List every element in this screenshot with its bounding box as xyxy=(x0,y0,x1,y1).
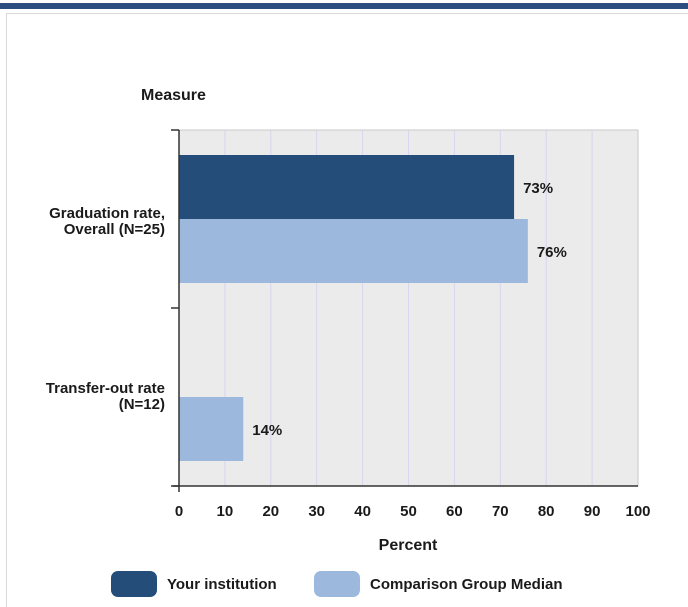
tick-label: 80 xyxy=(538,503,555,520)
data-label: 73% xyxy=(523,180,553,197)
tick-label: 90 xyxy=(584,503,601,520)
tick-labels: 0 10 20 30 40 50 60 70 80 90 100 xyxy=(175,503,651,520)
category-axis-title: Measure xyxy=(141,87,206,104)
tick-label: 70 xyxy=(492,503,509,520)
legend-swatch xyxy=(314,571,360,597)
legend-swatch xyxy=(111,571,157,597)
legend-label: Your institution xyxy=(167,576,277,593)
bar-your-institution xyxy=(179,155,515,219)
tick-label: 20 xyxy=(262,503,279,520)
category-label: Overall (N=25) xyxy=(64,221,165,238)
bar-comparison-median xyxy=(179,397,244,461)
data-label: 14% xyxy=(252,422,282,439)
legend-label: Comparison Group Median xyxy=(370,576,563,593)
value-axis-title: Percent xyxy=(379,537,438,554)
tick-label: 0 xyxy=(175,503,183,520)
legend: Your institution Comparison Group Median xyxy=(111,571,563,597)
chart-frame xyxy=(6,13,688,607)
bar-comparison-median xyxy=(179,219,528,283)
tick-label: 40 xyxy=(354,503,371,520)
top-accent-bar xyxy=(0,3,688,9)
bars: 73% 76% 14% xyxy=(179,155,567,461)
axes xyxy=(171,129,638,492)
tick-label: 60 xyxy=(446,503,463,520)
category-labels: Graduation rate,Overall (N=25) Transfer-o… xyxy=(46,205,165,413)
data-label: 76% xyxy=(537,244,567,261)
tick-label: 10 xyxy=(217,503,234,520)
category-label: Graduation rate, xyxy=(49,205,165,222)
category-label: Transfer-out rate xyxy=(46,380,165,397)
category-label: (N=12) xyxy=(119,396,165,413)
tick-label: 50 xyxy=(400,503,417,520)
tick-label: 100 xyxy=(625,503,650,520)
tick-label: 30 xyxy=(308,503,325,520)
